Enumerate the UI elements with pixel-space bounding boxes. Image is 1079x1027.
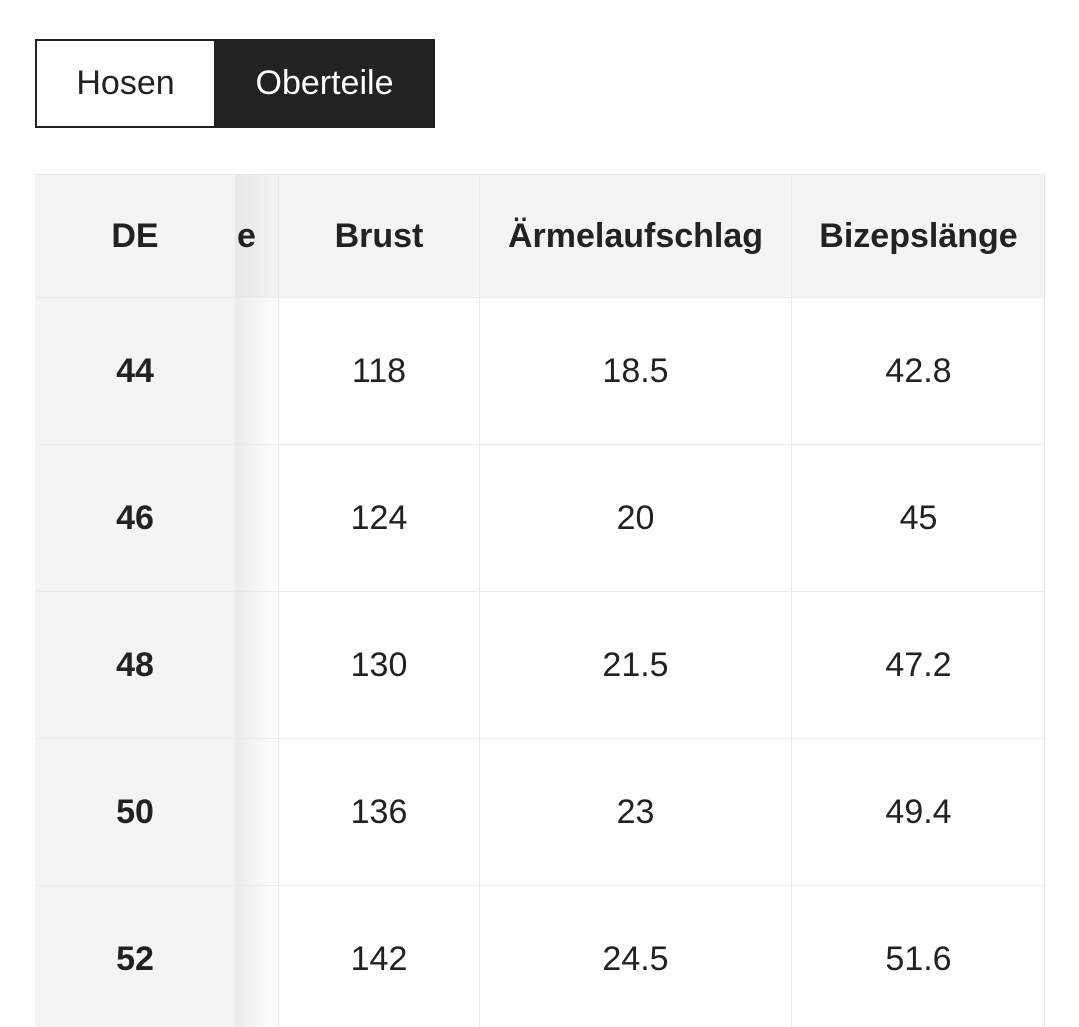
cell-scrolled-column xyxy=(235,886,279,1027)
cell-bizepslaenge: 51.6 xyxy=(792,886,1044,1027)
cell-de: 46 xyxy=(35,445,235,591)
tab-hosen[interactable]: Hosen xyxy=(35,39,214,128)
cell-bizepslaenge: 49.4 xyxy=(792,739,1044,885)
cell-bizepslaenge: 45 xyxy=(792,445,1044,591)
table-row: 52 142 24.5 51.6 xyxy=(35,885,1044,1027)
cell-brust: 136 xyxy=(279,739,480,885)
cell-aermelaufschlag: 20 xyxy=(480,445,792,591)
table-row: 50 136 23 49.4 xyxy=(35,738,1044,885)
cell-scrolled-column xyxy=(235,739,279,885)
cell-scrolled-column xyxy=(235,445,279,591)
cell-de: 48 xyxy=(35,592,235,738)
cell-aermelaufschlag: 23 xyxy=(480,739,792,885)
table-row: 46 124 20 45 xyxy=(35,444,1044,591)
table-row: 48 130 21.5 47.2 xyxy=(35,591,1044,738)
cell-aermelaufschlag: 24.5 xyxy=(480,886,792,1027)
header-scrolled-column: e xyxy=(235,175,279,297)
cell-brust: 124 xyxy=(279,445,480,591)
header-bizepslaenge: Bizepslänge xyxy=(819,216,1018,255)
cell-bizepslaenge: 42.8 xyxy=(792,298,1044,444)
cell-scrolled-column xyxy=(235,592,279,738)
header-brust: Brust xyxy=(279,175,480,297)
cell-brust: 130 xyxy=(279,592,480,738)
size-table[interactable]: DE e Brust Ärmelaufschlag Bizepslänge 44… xyxy=(35,174,1045,1027)
cell-scrolled-column xyxy=(235,298,279,444)
cell-aermelaufschlag: 21.5 xyxy=(480,592,792,738)
table-header-row: DE e Brust Ärmelaufschlag Bizepslänge xyxy=(35,175,1044,297)
header-de: DE xyxy=(111,216,159,255)
cell-de: 44 xyxy=(35,298,235,444)
cell-brust: 142 xyxy=(279,886,480,1027)
cell-aermelaufschlag: 18.5 xyxy=(480,298,792,444)
header-aermelaufschlag: Ärmelaufschlag xyxy=(480,175,792,297)
cell-bizepslaenge: 47.2 xyxy=(792,592,1044,738)
cell-brust: 118 xyxy=(279,298,480,444)
tab-oberteile[interactable]: Oberteile xyxy=(214,39,435,128)
table-row: 44 118 18.5 42.8 xyxy=(35,297,1044,444)
cell-de: 50 xyxy=(35,739,235,885)
cell-de: 52 xyxy=(35,886,235,1027)
size-category-tabs: Hosen Oberteile xyxy=(35,39,435,128)
